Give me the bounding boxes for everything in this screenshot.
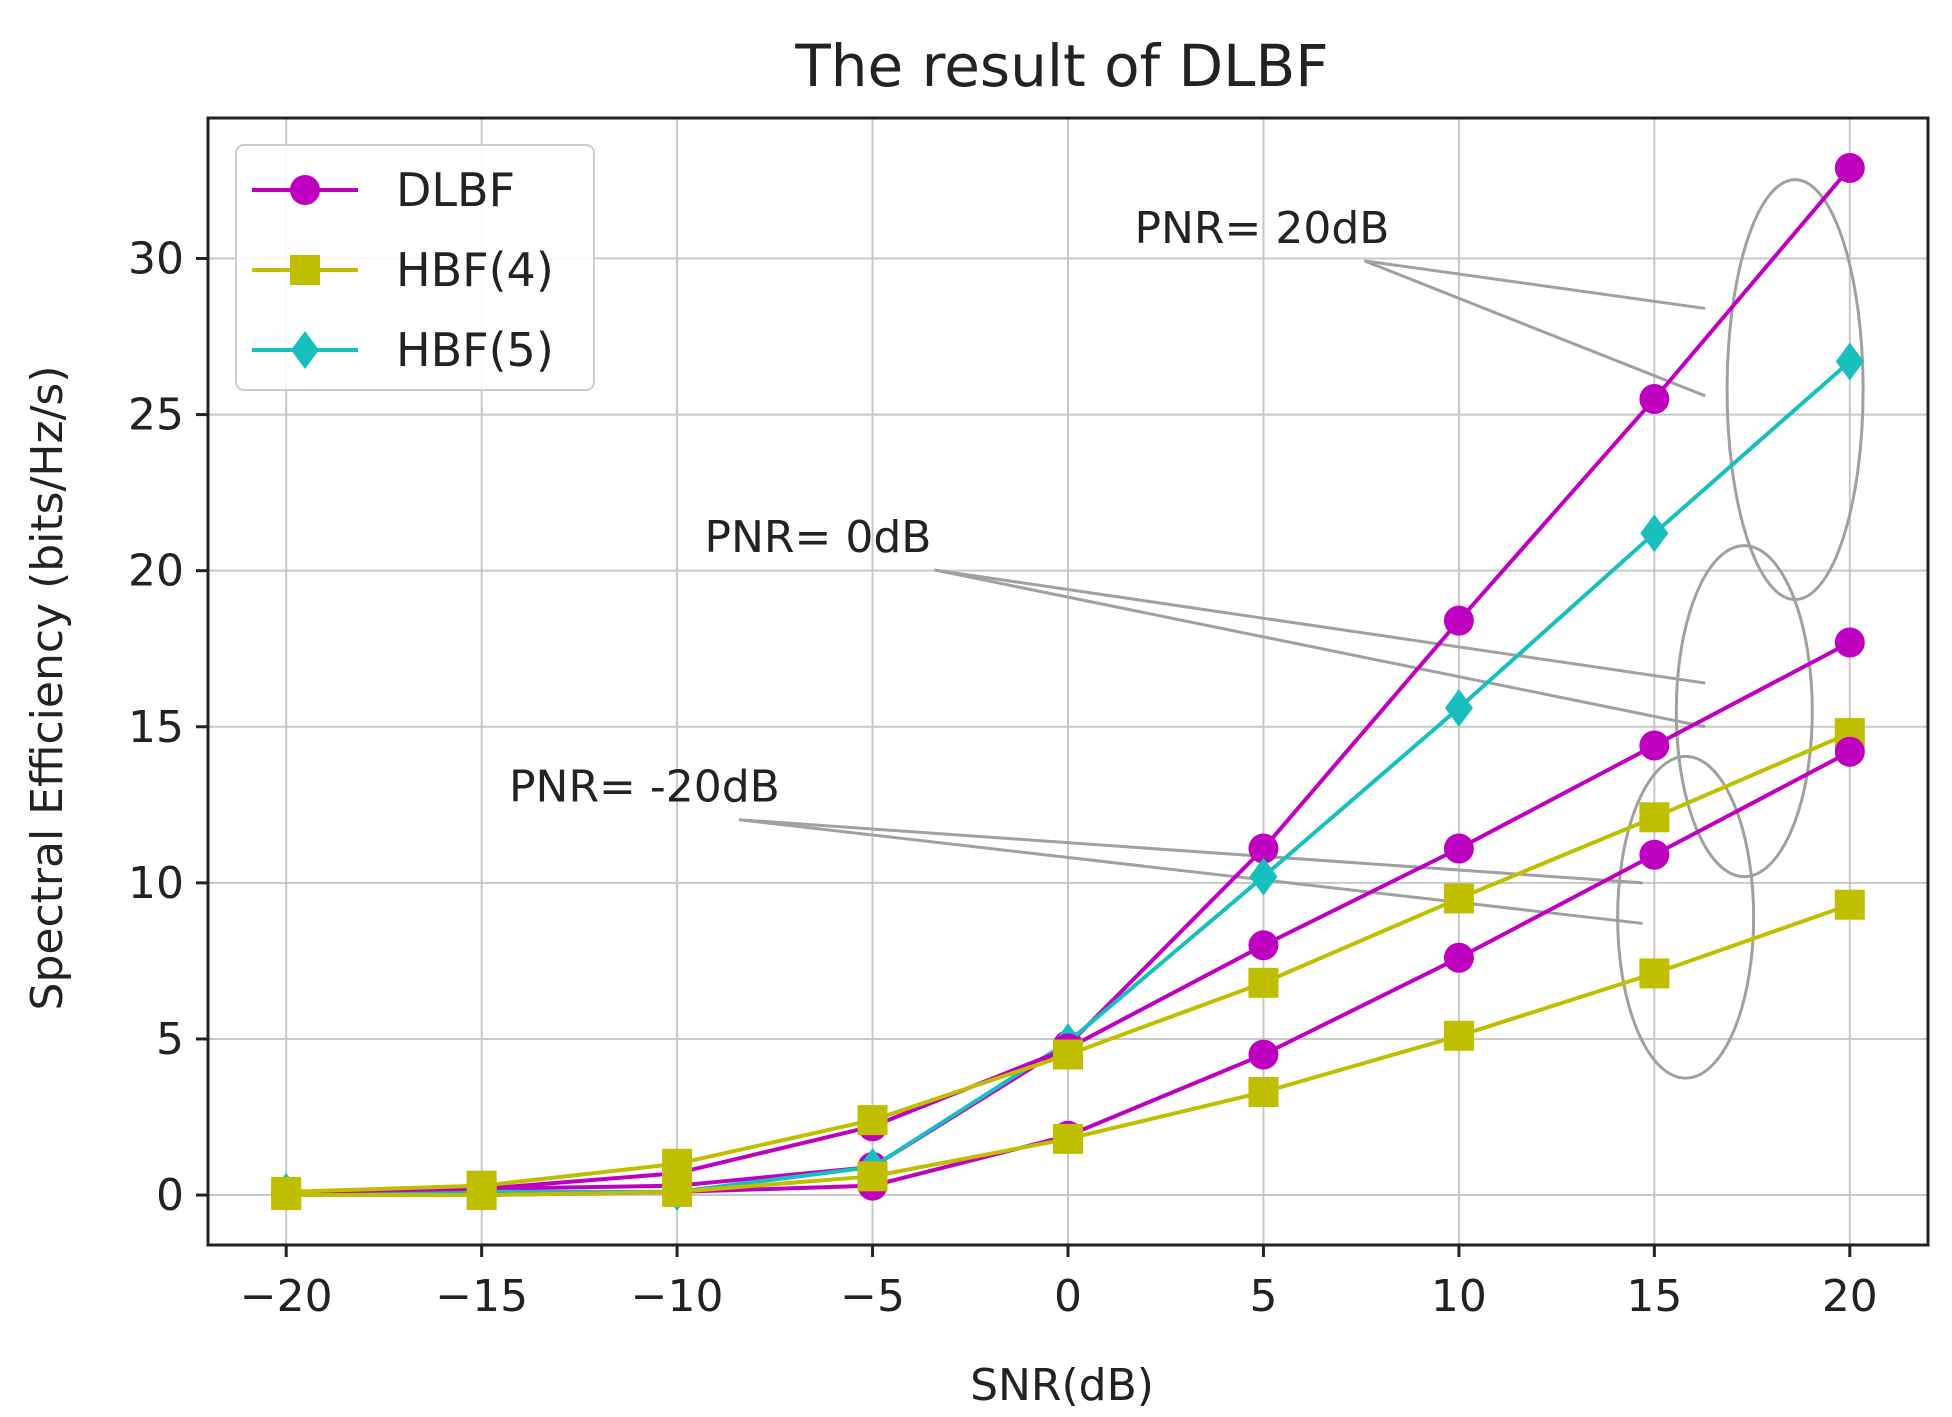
data-point bbox=[1444, 689, 1473, 728]
legend-marker bbox=[290, 175, 320, 205]
annotation-label: PNR= 20dB bbox=[1134, 203, 1389, 254]
data-point bbox=[1443, 833, 1474, 864]
annotation-pointer-line bbox=[1363, 259, 1706, 398]
grid-lines bbox=[208, 118, 1928, 1245]
legend-label: HBF(5) bbox=[396, 323, 554, 377]
y-tick-label: 10 bbox=[128, 858, 184, 909]
x-tick-label: 20 bbox=[1822, 1271, 1878, 1322]
data-point bbox=[1248, 967, 1279, 998]
tick-marks: −20 −15 −10 −5 0 5 10 15 20 0 5 10 15 20 25 30 bbox=[128, 233, 1878, 1322]
data-point bbox=[1053, 1123, 1083, 1154]
data-point bbox=[1249, 857, 1278, 896]
annotation-label: PNR= 0dB bbox=[704, 512, 931, 563]
y-tick-label: 25 bbox=[128, 390, 184, 441]
y-axis-label: Spectral Efficiency (bits/Hz/s) bbox=[22, 366, 73, 1011]
data-point bbox=[1639, 383, 1670, 414]
annotation-ellipse bbox=[1616, 754, 1756, 1080]
data-point bbox=[1639, 730, 1670, 761]
data-point bbox=[857, 1161, 888, 1192]
legend-marker bbox=[291, 331, 319, 369]
legend-label: DLBF bbox=[396, 163, 515, 217]
data-point bbox=[1639, 958, 1670, 989]
data-point bbox=[1834, 889, 1865, 920]
x-tick-label: 10 bbox=[1431, 1271, 1487, 1322]
y-tick-label: 0 bbox=[156, 1170, 184, 1221]
annotation-pointer-line bbox=[934, 568, 1706, 685]
data-point bbox=[1834, 736, 1865, 767]
data-point bbox=[271, 1180, 302, 1211]
data-point bbox=[1248, 1077, 1279, 1108]
data-point bbox=[857, 1105, 888, 1136]
data-point bbox=[662, 1176, 693, 1207]
chart-title: The result of DLBF bbox=[794, 32, 1328, 100]
x-tick-label: 15 bbox=[1626, 1271, 1682, 1322]
legend: DLBF HBF(4) HBF(5) bbox=[235, 144, 595, 391]
legend-item: HBF(5) bbox=[252, 323, 554, 377]
data-point bbox=[1834, 627, 1865, 658]
annotation-pointer-line bbox=[934, 568, 1706, 729]
data-point bbox=[1834, 152, 1865, 183]
x-tick-label: 5 bbox=[1249, 1271, 1277, 1322]
y-tick-label: 20 bbox=[128, 546, 184, 597]
legend-label: HBF(4) bbox=[396, 243, 554, 297]
y-tick-label: 5 bbox=[156, 1014, 184, 1065]
data-point bbox=[1640, 514, 1669, 553]
annotation-pointer-line bbox=[1364, 259, 1706, 310]
data-point bbox=[1248, 833, 1279, 864]
data-point bbox=[466, 1180, 497, 1211]
data-point bbox=[1248, 1039, 1279, 1070]
data-point bbox=[1443, 1020, 1474, 1051]
data-point bbox=[1835, 342, 1864, 381]
x-tick-label: 0 bbox=[1054, 1271, 1082, 1322]
annotations: PNR= 20dB PNR= 0dB PNR= -20dB bbox=[509, 178, 1865, 1080]
series-hbf-4--6 bbox=[271, 889, 1865, 1211]
annotation-pointer-line bbox=[738, 818, 1643, 885]
x-tick-label: −20 bbox=[240, 1271, 333, 1322]
data-point bbox=[662, 1148, 693, 1179]
annotation-ellipse bbox=[1725, 178, 1865, 602]
data-point bbox=[1443, 883, 1474, 914]
data-point bbox=[1639, 802, 1670, 833]
data-point bbox=[1639, 839, 1670, 870]
legend-item: DLBF bbox=[252, 163, 515, 217]
y-tick-label: 15 bbox=[128, 702, 184, 753]
x-tick-label: −15 bbox=[435, 1271, 528, 1322]
y-tick-label: 30 bbox=[128, 233, 184, 284]
annotation-ellipse bbox=[1674, 544, 1814, 879]
legend-box bbox=[235, 144, 595, 391]
data-point bbox=[1443, 605, 1474, 636]
data-point bbox=[1443, 942, 1474, 973]
annotation-pointer-line bbox=[738, 818, 1643, 925]
legend-marker bbox=[290, 255, 320, 285]
x-axis-label: SNR(dB) bbox=[970, 1360, 1154, 1411]
x-tick-label: −10 bbox=[631, 1271, 724, 1322]
series-layer bbox=[271, 152, 1865, 1211]
annotation-label: PNR= -20dB bbox=[509, 762, 780, 813]
legend-item: HBF(4) bbox=[252, 243, 554, 297]
x-tick-label: −5 bbox=[840, 1271, 905, 1322]
data-point bbox=[1053, 1039, 1083, 1070]
data-point bbox=[1248, 930, 1279, 961]
